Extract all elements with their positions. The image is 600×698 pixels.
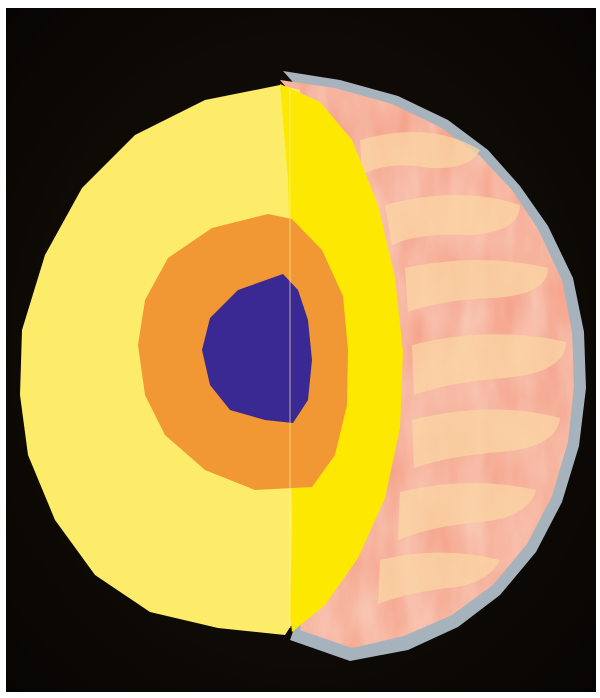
core bbox=[202, 274, 312, 423]
surface-bands bbox=[360, 132, 566, 604]
